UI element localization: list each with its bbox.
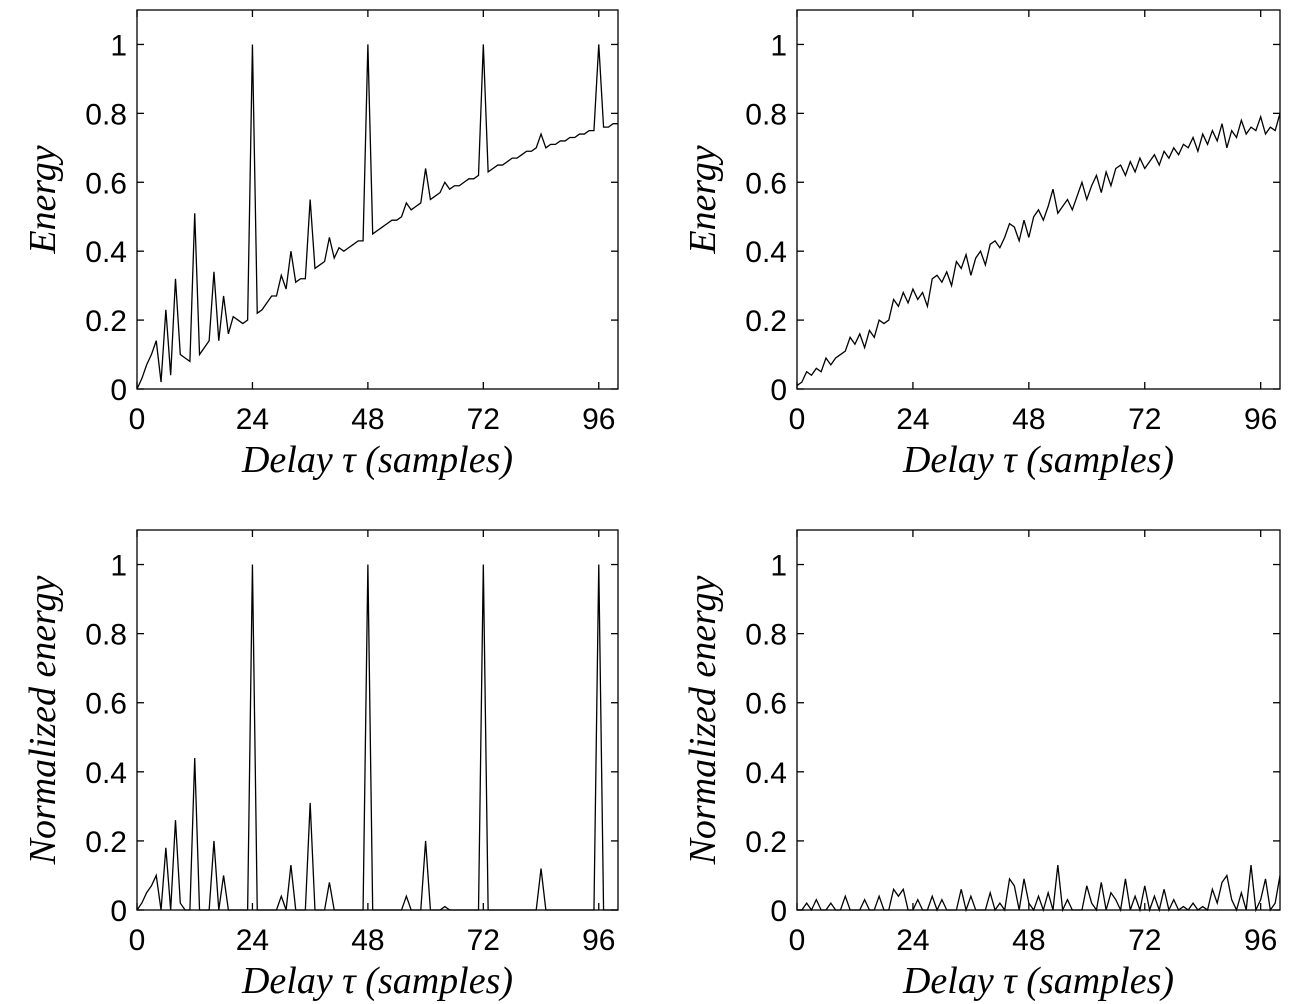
y-axis-label: Energy	[682, 145, 724, 254]
x-axis-label: Delay τ (samples)	[241, 960, 513, 1002]
x-tick-label: 48	[351, 403, 384, 436]
x-tick-label: 96	[582, 924, 615, 957]
x-tick-label: 0	[789, 403, 806, 436]
y-tick-label: 0.2	[745, 826, 787, 859]
x-axis-label: Delay τ (samples)	[241, 439, 513, 481]
y-tick-label: 0.2	[745, 305, 787, 338]
x-tick-label: 24	[896, 403, 929, 436]
x-tick-label: 48	[351, 924, 384, 957]
x-axis-label: Delay τ (samples)	[902, 960, 1174, 1002]
y-tick-label: 0	[770, 895, 787, 928]
x-tick-label: 96	[1244, 403, 1277, 436]
x-tick-label: 72	[467, 924, 500, 957]
x-axis-label: Delay τ (samples)	[902, 439, 1174, 481]
y-tick-label: 0.4	[85, 236, 127, 269]
y-tick-label: 0.4	[745, 757, 787, 790]
y-tick-label: 0.6	[85, 688, 127, 721]
y-tick-label: 1	[110, 29, 127, 62]
y-tick-label: 0.8	[745, 98, 787, 131]
x-tick-label: 48	[1012, 403, 1045, 436]
y-tick-label: 0.4	[745, 236, 787, 269]
y-tick-label: 1	[770, 29, 787, 62]
y-tick-label: 0.2	[85, 305, 127, 338]
y-tick-label: 0.6	[745, 167, 787, 200]
plot-frame	[136, 9, 619, 390]
x-tick-label: 96	[1244, 924, 1277, 957]
x-tick-label: 96	[582, 403, 615, 436]
y-tick-label: 1	[770, 550, 787, 583]
x-tick-label: 24	[236, 403, 269, 436]
y-tick-label: 0.8	[85, 619, 127, 652]
y-tick-label: 0.6	[745, 688, 787, 721]
x-tick-label: 24	[236, 924, 269, 957]
y-tick-label: 0	[110, 895, 127, 928]
y-tick-label: 0.8	[745, 619, 787, 652]
plot-frame	[796, 529, 1281, 911]
plot-frame	[796, 9, 1281, 390]
y-tick-label: 0.8	[85, 98, 127, 131]
x-tick-label: 0	[789, 924, 806, 957]
data-line	[796, 113, 1281, 387]
y-axis-label: Normalized energy	[22, 575, 64, 865]
y-tick-label: 1	[110, 550, 127, 583]
x-tick-label: 72	[1128, 403, 1161, 436]
x-tick-label: 48	[1012, 924, 1045, 957]
y-axis-label: Energy	[22, 145, 64, 254]
data-line	[136, 44, 618, 390]
x-tick-label: 24	[896, 924, 929, 957]
x-tick-label: 72	[467, 403, 500, 436]
y-tick-label: 0.6	[85, 167, 127, 200]
data-line	[136, 564, 618, 911]
x-tick-label: 72	[1128, 924, 1161, 957]
x-tick-label: 0	[129, 403, 146, 436]
y-tick-label: 0	[770, 374, 787, 407]
y-tick-label: 0	[110, 374, 127, 407]
plot-frame	[136, 529, 619, 911]
y-tick-label: 0.4	[85, 757, 127, 790]
data-line	[797, 865, 1281, 913]
y-axis-label: Normalized energy	[682, 575, 724, 865]
y-tick-label: 0.2	[85, 826, 127, 859]
x-tick-label: 0	[129, 924, 146, 957]
